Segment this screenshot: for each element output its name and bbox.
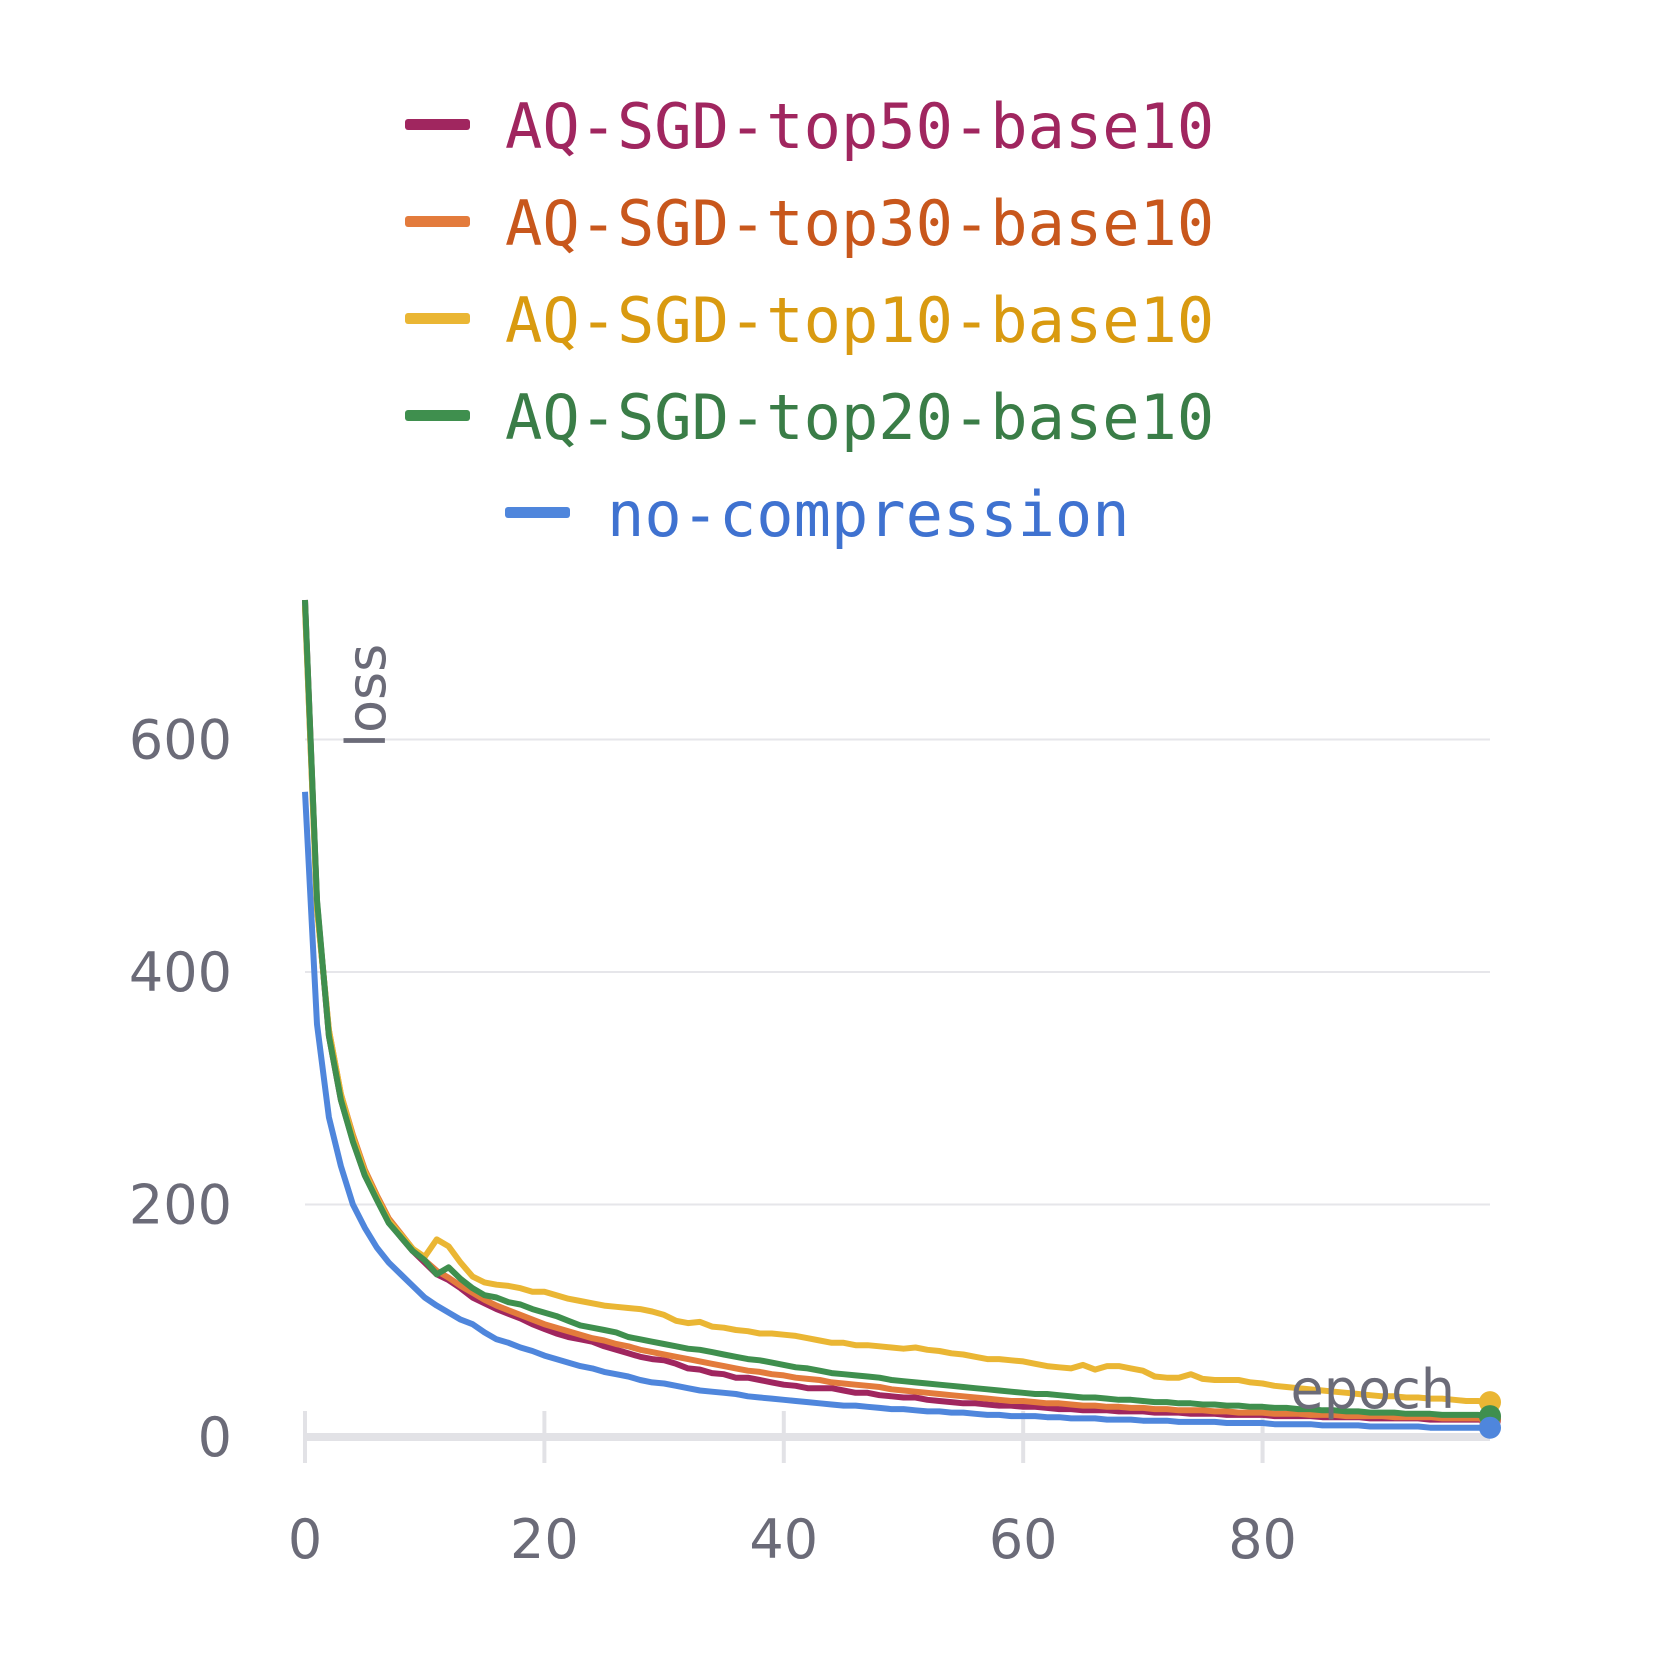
x-tick-label: 20: [510, 1508, 579, 1571]
series-lines: [302, 599, 1501, 1439]
legend-swatch: [405, 410, 470, 421]
x-axis-title: epoch: [1291, 1358, 1455, 1421]
x-tick-label: 80: [1228, 1508, 1297, 1571]
y-tick-label: 400: [129, 941, 232, 1004]
y-axis: 0 200 400 600: [129, 709, 232, 1470]
legend-item-AQ-SGD-top10-base10[interactable]: AQ-SGD-top10-base10: [405, 284, 1214, 357]
series-line-AQ-SGD-top30-base10: [302, 605, 1490, 1422]
y-axis-title: loss: [335, 644, 398, 748]
legend-swatch: [505, 507, 570, 518]
legend-swatch: [405, 119, 470, 130]
series-end-point-no-compression: [1479, 1416, 1501, 1439]
y-tick-label: 0: [198, 1406, 232, 1469]
legend-label: no-compression: [607, 478, 1130, 551]
legend-label: AQ-SGD-top20-base10: [505, 381, 1214, 454]
x-tick-label: 0: [288, 1508, 322, 1571]
series-line-AQ-SGD-top10-base10: [302, 605, 1491, 1406]
y-tick-label: 200: [129, 1174, 232, 1237]
legend-swatch: [405, 216, 470, 227]
legend-item-AQ-SGD-top20-base10[interactable]: AQ-SGD-top20-base10: [405, 381, 1214, 454]
x-tick-label: 60: [989, 1508, 1058, 1571]
legend[interactable]: AQ-SGD-top50-base10 AQ-SGD-top30-base10 AQ…: [405, 90, 1214, 551]
x-tick-label: 40: [749, 1508, 818, 1571]
series-line-AQ-SGD-top20-base10: [302, 599, 1491, 1420]
legend-item-AQ-SGD-top30-base10[interactable]: AQ-SGD-top30-base10: [405, 187, 1214, 260]
y-tick-label: 600: [129, 709, 232, 772]
gridlines: [305, 738, 1490, 1206]
legend-item-AQ-SGD-top50-base10[interactable]: AQ-SGD-top50-base10: [405, 90, 1214, 163]
x-axis: 0 20 40 60 80: [288, 1411, 1490, 1571]
legend-swatch: [405, 313, 470, 324]
legend-label: AQ-SGD-top30-base10: [505, 187, 1214, 260]
legend-item-no-compression[interactable]: no-compression: [505, 478, 1130, 551]
series-line-no-compression: [302, 791, 1490, 1431]
legend-label: AQ-SGD-top50-base10: [505, 90, 1214, 163]
legend-label: AQ-SGD-top10-base10: [505, 284, 1214, 357]
